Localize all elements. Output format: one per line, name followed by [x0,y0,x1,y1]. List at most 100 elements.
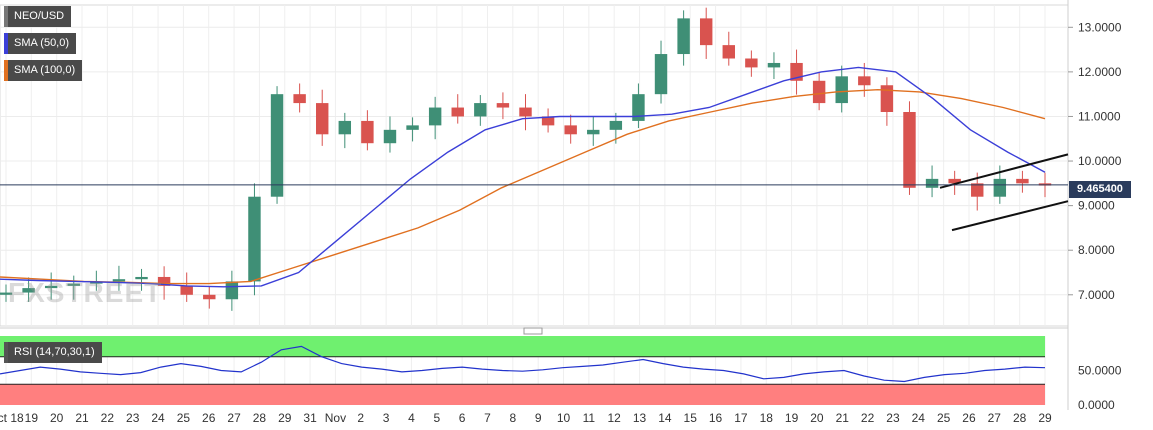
candle-body [406,125,419,130]
candle-body [993,178,1007,197]
sma50-line [0,66,1046,288]
candle-body [451,107,464,117]
x-axis-tick-label: 19 [25,411,39,425]
price-tick-label: 11.0000 [1078,109,1121,123]
price-tick-label: 9.0000 [1078,199,1115,213]
candle-body [632,94,645,121]
x-axis-tick-label: 11 [583,411,596,425]
candle-body [293,94,306,104]
candle-body [157,276,171,286]
x-axis-tick-label: 27 [227,411,241,425]
price-tick-label: 12.0000 [1078,65,1122,79]
x-axis-tick-label: 15 [684,411,698,425]
rsi-overbought-zone [0,336,1045,357]
channel-lower-line [951,200,1069,232]
candle-body [67,283,80,286]
x-axis-tick-label: 26 [202,411,216,425]
candle-body [948,178,961,184]
x-axis-tick-label: 9 [535,411,542,425]
price-tick-label: 13.0000 [1078,20,1122,34]
candle-body [474,103,487,117]
legend-sma50-label: SMA (50,0) [14,37,70,49]
candle-body [609,120,623,130]
candle-body [135,276,148,280]
candle-body [225,281,239,300]
candle-body [1016,178,1029,184]
x-axis-tick-label: 17 [734,411,748,425]
candle-body [587,129,600,135]
x-axis-tick-label: Nov [325,411,346,425]
candle-body [541,116,555,126]
candle-body [654,54,668,95]
legend-sma50[interactable]: SMA (50,0) [4,33,77,54]
candle-body [383,129,397,144]
rsi-oversold-zone [0,384,1045,405]
candle-body [564,125,577,135]
price-tick-label: 8.0000 [1078,243,1115,257]
x-axis-tick-label: 7 [484,411,491,425]
candle-body [270,94,284,197]
panel-resize-handle [523,327,543,335]
candle-body [971,183,984,197]
x-axis-tick-label: 24 [151,411,165,425]
x-axis-tick-label: 13 [633,411,647,425]
candle-body [248,196,261,282]
price-tick-label: 10.0000 [1078,154,1122,168]
candle-body [428,107,442,126]
legend-rsi[interactable]: RSI (14,70,30,1) [4,342,102,363]
price-plot-area [0,4,1069,327]
candle-body [677,18,690,55]
x-axis-tick-label: 14 [658,411,672,425]
rsi-tick-label: 0.0000 [1078,398,1115,412]
x-axis-tick-label: 16 [709,411,723,425]
x-axis-tick-label: 29 [1038,411,1052,425]
x-axis-tick-label: 4 [408,411,415,425]
x-axis-tick-label: 28 [1013,411,1027,425]
sma100-line [0,88,1046,285]
candle-body [699,18,713,46]
x-axis-tick-label: 25 [177,411,191,425]
candle-body [496,103,510,108]
x-axis-tick-label: 20 [810,411,824,425]
x-axis-tick-label: 29 [278,411,292,425]
candle-body [812,80,826,104]
x-axis-tick-label: 22 [861,411,875,425]
x-axis-tick-label: 27 [988,411,1002,425]
rsi-tick-label: 50.0000 [1078,364,1122,378]
candle-body [925,178,939,188]
x-axis-tick-label: 22 [101,411,115,425]
fxstreet-watermark: FXSTREET [8,277,163,308]
x-axis-tick-label: 20 [50,411,64,425]
x-axis-tick-label: 31 [303,411,317,425]
x-axis-tick-label: 23 [886,411,900,425]
x-axis-tick-label: 8 [509,411,516,425]
candle-body [519,107,532,117]
candle-body [835,76,848,104]
x-axis-tick-label: 5 [433,411,440,425]
candle-body [745,58,758,68]
candle-body [903,112,916,188]
candle-body [44,285,58,289]
x-axis-tick-label: 18 [760,411,774,425]
legend-neousd[interactable]: NEO/USD [4,6,72,27]
candle-body [338,120,352,135]
candle-body [180,285,193,295]
x-axis-tick-label: 23 [126,411,140,425]
x-axis-tick-label: 26 [962,411,976,425]
x-axis-tick-label: 19 [785,411,799,425]
x-axis-tick-label: Oct 18 [0,411,24,425]
x-axis-tick-label: 28 [253,411,267,425]
x-axis-tick-label: 21 [75,411,89,425]
legend-sma100[interactable]: SMA (100,0) [4,60,83,81]
legend-neousd-label: NEO/USD [14,10,65,22]
x-axis-tick-label: 3 [383,411,390,425]
channel-upper-line [939,153,1069,189]
last-price-tag: 9.465400 [1069,181,1131,198]
candle-body [0,292,13,295]
x-axis-tick-label: 2 [357,411,364,425]
candle-body [112,279,126,282]
legend-sma100-label: SMA (100,0) [14,64,76,76]
x-axis-tick-label: 24 [912,411,926,425]
